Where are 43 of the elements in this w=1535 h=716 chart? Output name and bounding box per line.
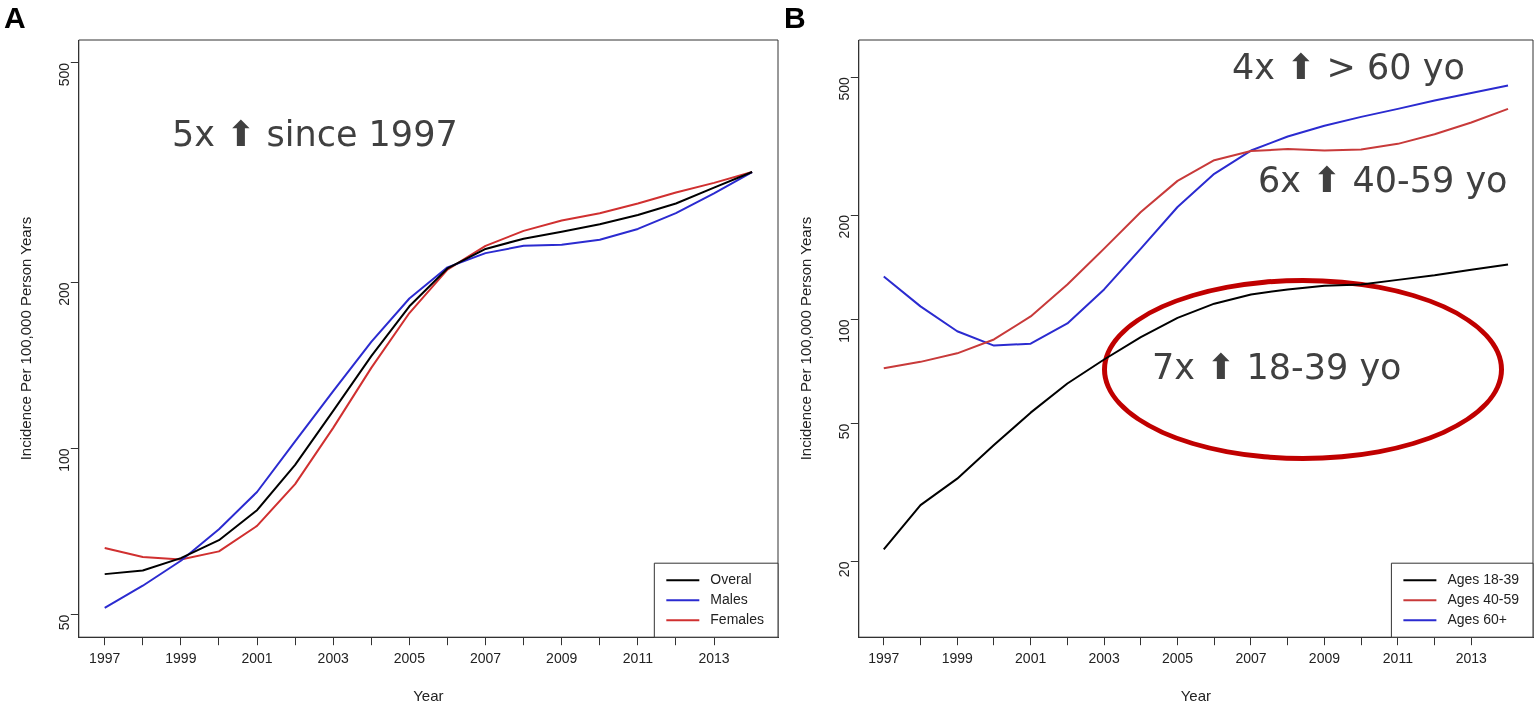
x-tick-label: 2011: [622, 650, 654, 667]
y-tick-label: 100: [835, 319, 852, 343]
x-tick-label: 2013: [698, 650, 730, 667]
y-tick-label: 50: [835, 423, 852, 440]
x-tick-label: 2007: [469, 650, 502, 667]
y-axis-title: Incidence Per 100,000 Person Years: [17, 216, 35, 461]
legend-label: Ages 40-59: [1447, 591, 1520, 608]
x-tick-label: 1999: [165, 650, 197, 667]
legend-label: Females: [710, 611, 764, 628]
x-tick-label: 1997: [868, 650, 900, 667]
y-tick-label: 20: [835, 561, 852, 578]
x-tick-label: 1999: [941, 650, 973, 667]
legend-label: Ages 18-39: [1447, 571, 1520, 588]
y-tick-label: 500: [55, 62, 72, 87]
y-axis-title: Incidence Per 100,000 Person Years: [797, 216, 815, 461]
x-tick-label: 2013: [1455, 650, 1488, 667]
x-tick-label: 2001: [1015, 650, 1047, 667]
x-tick-label: 1997: [89, 650, 121, 667]
x-tick-label: 2011: [1382, 650, 1414, 667]
y-tick-label: 200: [835, 214, 852, 239]
x-tick-label: 2007: [1235, 650, 1267, 667]
y-tick-label: 50: [55, 614, 72, 631]
chart-title: A: [4, 1, 26, 35]
x-tick-label: 2003: [1088, 650, 1120, 667]
x-axis-title: Year: [1180, 687, 1212, 705]
y-tick-label: 200: [55, 282, 72, 306]
x-tick-label: 2005: [393, 650, 426, 667]
legend-label: Ages 60+: [1447, 611, 1507, 628]
legend-label: Males: [710, 591, 748, 608]
annotation: 5x ⬆ since 1997: [172, 114, 458, 154]
x-tick-label: 2005: [1161, 650, 1194, 667]
legend-label: Overal: [710, 571, 752, 588]
x-tick-label: 2009: [546, 650, 578, 667]
annotation: 4x ⬆ > 60 yo: [1232, 47, 1465, 87]
annotation: 6x ⬆ 40-59 yo: [1258, 160, 1508, 200]
annotation: 7x ⬆ 18-39 yo: [1152, 347, 1402, 387]
x-axis-title: Year: [413, 687, 444, 705]
y-tick-label: 100: [55, 448, 72, 472]
y-tick-label: 500: [835, 76, 852, 101]
x-tick-label: 2003: [317, 650, 349, 667]
x-tick-label: 2001: [241, 650, 273, 667]
chart-title: B: [784, 1, 806, 35]
x-tick-label: 2009: [1308, 650, 1341, 667]
